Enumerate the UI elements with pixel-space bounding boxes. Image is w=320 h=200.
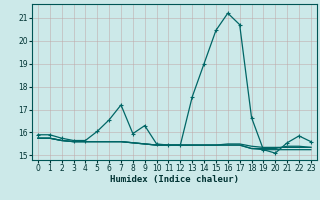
X-axis label: Humidex (Indice chaleur): Humidex (Indice chaleur) (110, 175, 239, 184)
